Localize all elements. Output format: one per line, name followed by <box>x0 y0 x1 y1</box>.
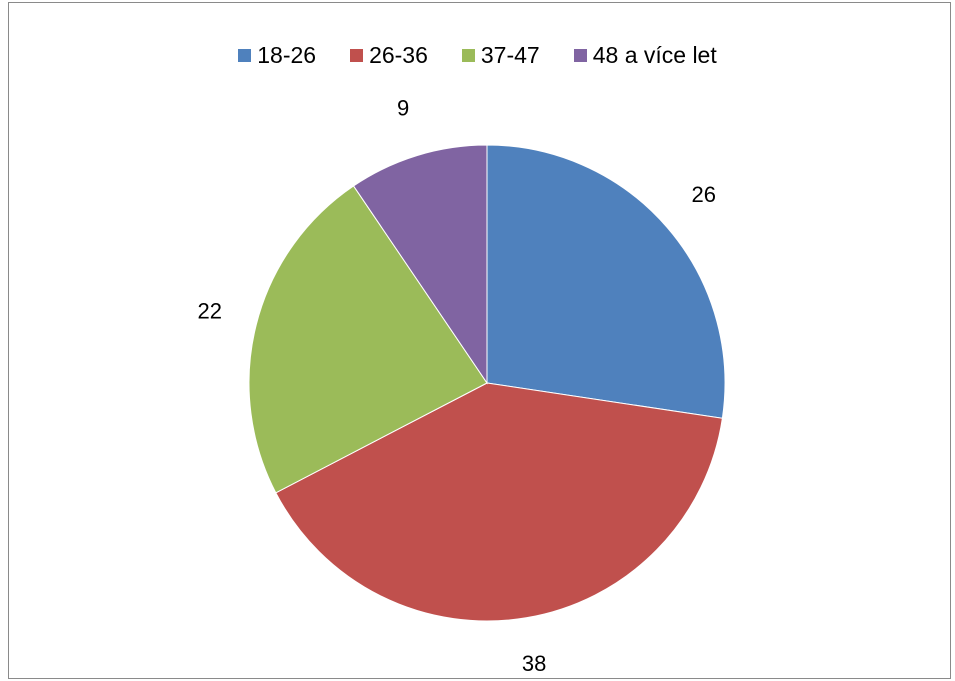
legend-label: 37-47 <box>480 41 540 68</box>
legend: 18-26 26-36 37-47 48 a více let <box>0 40 955 70</box>
slice-18-26 <box>486 144 726 419</box>
slice-26-36 <box>275 382 723 622</box>
legend-item-48-plus: 48 a více let <box>573 41 717 69</box>
slice-48-plus <box>352 144 488 385</box>
legend-item-18-26: 18-26 <box>238 42 316 69</box>
legend-label: 48 a více let <box>592 41 717 68</box>
legend-label: 26-36 <box>369 41 428 68</box>
legend-swatch <box>350 48 364 62</box>
data-label-48-plus: 9 <box>397 95 409 120</box>
data-label-37-47: 22 <box>198 299 222 324</box>
legend-label: 18-26 <box>257 41 317 68</box>
data-label-26-36: 38 <box>522 651 546 676</box>
data-label-18-26: 26 <box>691 182 715 207</box>
legend-item-26-36: 26-36 <box>350 42 428 69</box>
legend-swatch <box>461 48 475 62</box>
legend-swatch <box>573 48 587 62</box>
legend-swatch <box>238 48 252 62</box>
legend-item-37-47: 37-47 <box>461 41 540 69</box>
slice-37-47 <box>248 185 488 494</box>
